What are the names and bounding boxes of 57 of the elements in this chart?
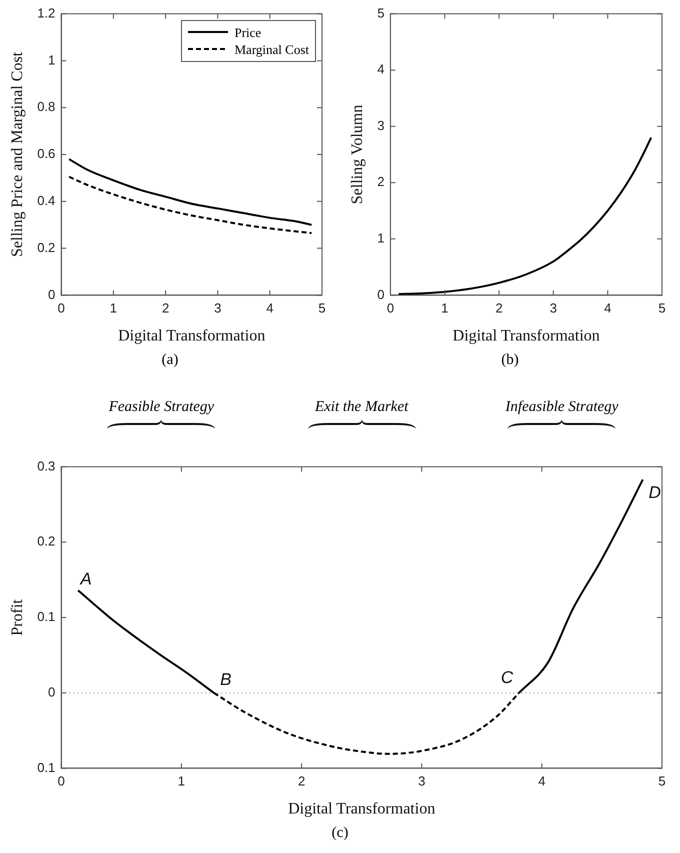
y-tick-label: 4: [377, 62, 384, 77]
y-tick-label: 0: [377, 286, 384, 302]
y-tick-label: 0.2: [37, 240, 56, 255]
annotation: D: [648, 482, 661, 502]
x-tick-label: 1: [178, 774, 186, 789]
annotation: C: [500, 668, 514, 688]
y-tick-label: 3: [377, 118, 384, 133]
y-tick-label: 1.2: [37, 5, 56, 20]
text: Infeasible Strategy: [505, 399, 618, 416]
x-tick-label: 5: [658, 774, 666, 789]
line-series: [398, 136, 652, 296]
x-axis-title: Digital Transformation: [452, 328, 600, 345]
x-tick-label: 4: [266, 300, 274, 316]
text: (c): [330, 825, 350, 842]
y-tick-label: 1: [377, 230, 384, 246]
x-tick-label: 4: [604, 300, 612, 316]
legend-label: Price: [234, 24, 262, 41]
text: (b): [500, 352, 520, 369]
annotation: A: [79, 570, 92, 589]
x-tick-label: 1: [441, 300, 448, 316]
x-tick-label: 2: [298, 774, 306, 789]
y-tick-label: 2: [377, 174, 384, 190]
y-axis-title: Selling Volumn: [348, 104, 366, 204]
y-tick-label: 0: [48, 286, 56, 302]
line-series: [68, 176, 313, 234]
y-tick-label: 1: [48, 52, 56, 68]
y-tick-label: 0.4: [37, 192, 56, 208]
y-tick-label: 0.1: [37, 609, 56, 624]
x-tick-label: 2: [495, 300, 503, 316]
x-tick-label: 3: [550, 300, 557, 316]
line-series: [68, 158, 313, 226]
x-tick-label: 5: [658, 300, 666, 316]
x-tick-label: 3: [418, 774, 426, 789]
text: (a): [160, 352, 180, 369]
x-tick-label: 0: [386, 300, 394, 316]
x-axis-title: Digital Transformation: [118, 328, 266, 345]
x-tick-label: 0: [58, 774, 65, 789]
y-tick-label: 0: [48, 684, 56, 700]
y-tick-label: 0.1: [37, 760, 56, 775]
text: Feasible Strategy: [108, 399, 216, 416]
y-axis-title: Profit: [8, 598, 26, 636]
legend-label: Marginal Cost: [234, 40, 309, 58]
y-tick-label: 0.2: [37, 534, 56, 549]
annotation: B: [220, 670, 232, 690]
text: Exit the Market: [314, 399, 410, 416]
x-tick-label: 5: [318, 300, 326, 316]
x-tick-label: 1: [110, 300, 118, 316]
x-tick-label: 4: [538, 774, 546, 789]
y-tick-label: 0.3: [37, 458, 56, 474]
x-tick-label: 0: [58, 300, 65, 316]
x-tick-label: 2: [162, 300, 170, 316]
x-axis-title: Digital Transformation: [288, 800, 436, 818]
y-tick-label: 0.8: [37, 99, 56, 114]
x-tick-label: 3: [214, 300, 222, 316]
y-axis-title: Selling Price and Marginal Cost: [8, 51, 26, 258]
y-tick-label: 0.6: [37, 146, 56, 162]
y-tick-label: 5: [377, 5, 384, 20]
